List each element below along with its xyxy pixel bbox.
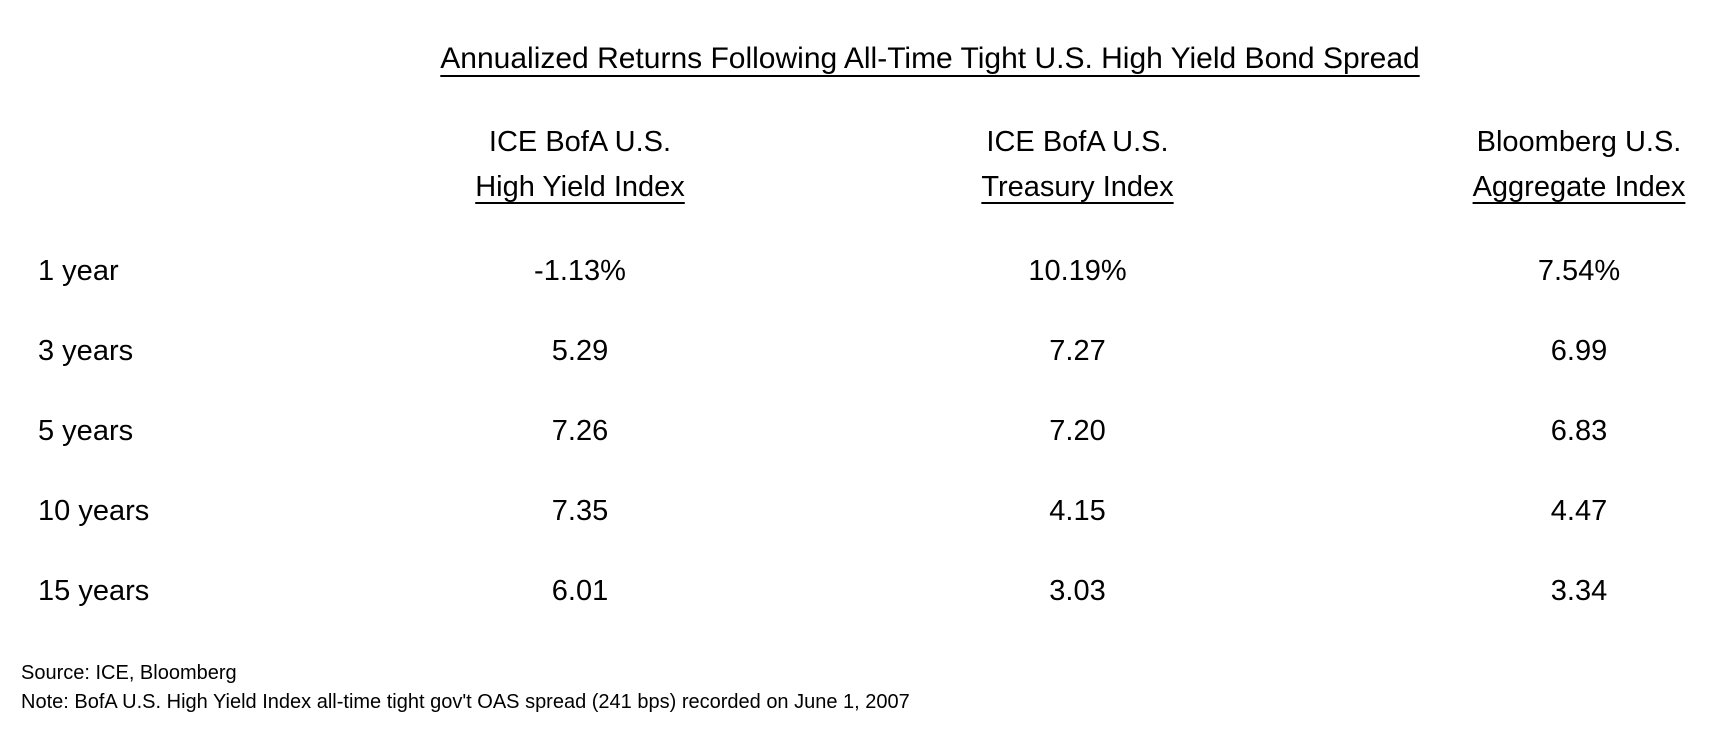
- cell-aggregate: 6.83: [1550, 414, 1608, 447]
- cell-high-yield: 5.29: [551, 334, 609, 367]
- cell-high-yield: 7.26: [551, 414, 609, 447]
- cell-aggregate: 3.34: [1550, 574, 1608, 607]
- table-row: 3 years 5.29 7.27 6.99: [0, 311, 1728, 391]
- table-row: 15 years 6.01 3.03 3.34: [0, 551, 1728, 631]
- cell-treasury: 4.15: [1049, 494, 1106, 527]
- column-header-aggregate: Bloomberg U.S. Aggregate Index: [1325, 120, 1728, 210]
- column-header-line1: ICE BofA U.S.: [986, 126, 1169, 158]
- column-header-line1: ICE BofA U.S.: [488, 126, 672, 158]
- footnotes: Source: ICE, Bloomberg Note: BofA U.S. H…: [21, 659, 910, 717]
- column-header-line2: Treasury Index: [981, 171, 1174, 203]
- cell-high-yield: 6.01: [551, 574, 609, 607]
- table-row: 10 years 7.35 4.15 4.47: [0, 471, 1728, 551]
- table-body: 1 year -1.13% 10.19% 7.54% 3 years 5.29 …: [0, 231, 1728, 631]
- column-header-treasury: ICE BofA U.S. Treasury Index: [830, 120, 1325, 210]
- column-header-line1: Bloomberg U.S.: [1476, 126, 1682, 158]
- table-row: 1 year -1.13% 10.19% 7.54%: [0, 231, 1728, 311]
- table-header-row: ICE BofA U.S. High Yield Index ICE BofA …: [0, 120, 1728, 210]
- cell-aggregate: 6.99: [1550, 334, 1608, 367]
- column-header-line2: Aggregate Index: [1472, 171, 1686, 203]
- table-row: 5 years 7.26 7.20 6.83: [0, 391, 1728, 471]
- row-label: 3 years: [38, 334, 134, 367]
- row-label: 5 years: [38, 414, 134, 447]
- column-header-line2: High Yield Index: [475, 171, 685, 203]
- methodology-note: Note: BofA U.S. High Yield Index all-tim…: [21, 691, 910, 713]
- source-note: Source: ICE, Bloomberg: [21, 662, 237, 684]
- cell-treasury: 3.03: [1049, 574, 1106, 607]
- row-header-spacer: [38, 120, 330, 210]
- cell-aggregate: 4.47: [1550, 494, 1608, 527]
- cell-aggregate: 7.54%: [1537, 254, 1621, 287]
- cell-treasury: 7.27: [1049, 334, 1106, 367]
- cell-treasury: 10.19%: [1028, 254, 1127, 287]
- column-header-high-yield: ICE BofA U.S. High Yield Index: [330, 120, 830, 210]
- cell-treasury: 7.20: [1049, 414, 1106, 447]
- table-title: Annualized Returns Following All-Time Ti…: [440, 42, 1420, 75]
- row-label: 1 year: [38, 254, 119, 287]
- row-label: 10 years: [38, 494, 150, 527]
- cell-high-yield: -1.13%: [534, 254, 626, 287]
- row-label: 15 years: [38, 574, 150, 607]
- cell-high-yield: 7.35: [551, 494, 609, 527]
